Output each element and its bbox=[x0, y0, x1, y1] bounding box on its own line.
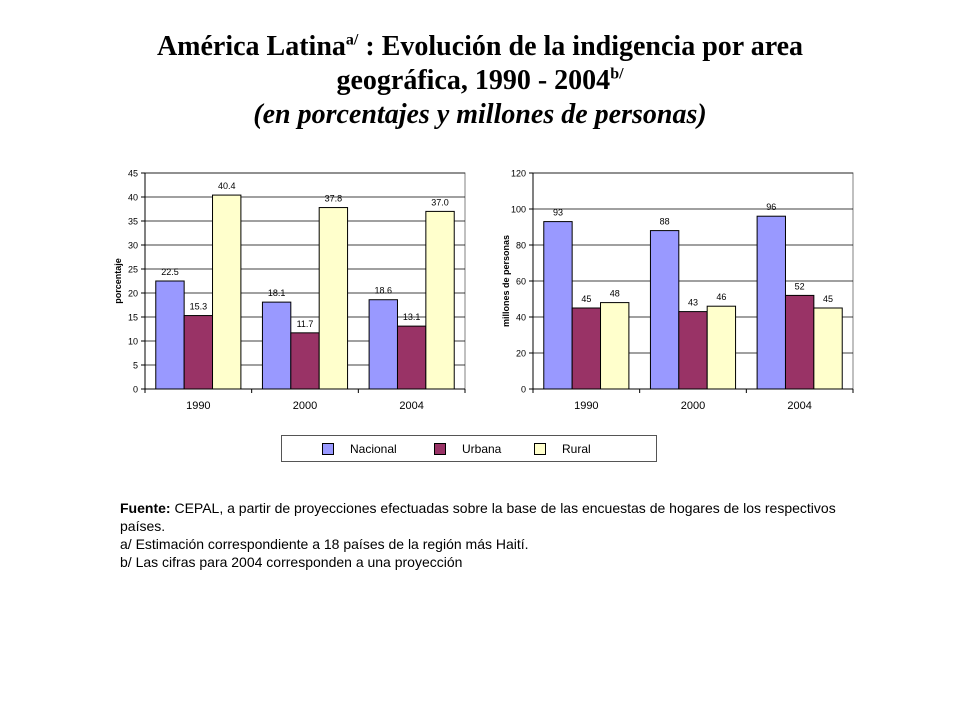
title-line-1: América Latinaa/ : Evolución de la indig… bbox=[0, 30, 960, 64]
chart1-data-label: 13.1 bbox=[403, 312, 421, 322]
legend-label-rural: Rural bbox=[562, 442, 591, 456]
chart-legend: Nacional Urbana Rural bbox=[281, 435, 657, 462]
chart1-data-label: 15.3 bbox=[190, 302, 208, 312]
chart2-data-label: 96 bbox=[766, 202, 776, 212]
footnote-b: b/ Las cifras para 2004 corresponden a u… bbox=[120, 554, 463, 570]
legend-item-nacional: Nacional bbox=[322, 442, 397, 456]
chart-millions: 0 20 40 60 80 100 120 93 45 48 1990 88 43 46 2000 96 52 4… bbox=[501, 169, 854, 412]
legend-item-rural: Rural bbox=[534, 442, 591, 456]
chart1-y-tick-label: 15 bbox=[128, 313, 138, 323]
title-text-c: geográfica, 1990 - 2004 bbox=[336, 65, 611, 96]
chart1-bar-urbana-1990 bbox=[183, 315, 214, 390]
chart2-bar-urbana-2000 bbox=[678, 311, 708, 390]
chart2-y-tick-label: 60 bbox=[516, 277, 526, 287]
chart1-y-tick-label: 20 bbox=[128, 289, 138, 299]
chart1-y-tick-label: 30 bbox=[128, 241, 138, 251]
chart1-x-tick-label: 2004 bbox=[399, 400, 423, 412]
legend-label-urbana: Urbana bbox=[462, 442, 502, 456]
chart1-data-label: 18.6 bbox=[375, 286, 393, 296]
chart2-bar-nacional-2000 bbox=[649, 230, 680, 390]
source-text: CEPAL, a partir de proyecciones efectuad… bbox=[120, 500, 836, 534]
footnotes: Fuente: CEPAL, a partir de proyecciones … bbox=[120, 499, 850, 571]
chart2-bar-rural-1990 bbox=[600, 302, 630, 390]
chart2-y-axis-label: millones de personas bbox=[501, 235, 511, 327]
chart1-bar-rural-2000 bbox=[318, 207, 349, 390]
chart1-bar-urbana-2004 bbox=[396, 325, 427, 390]
chart2-data-label: 52 bbox=[795, 281, 805, 291]
chart2-data-label: 45 bbox=[581, 294, 591, 304]
chart1-x-tick-label: 2000 bbox=[293, 400, 317, 412]
chart1-y-tick-label: 5 bbox=[133, 361, 138, 371]
chart1-y-tick-label: 10 bbox=[128, 337, 138, 347]
chart1-bar-nacional-2000 bbox=[261, 301, 292, 390]
chart2-data-label: 43 bbox=[688, 298, 698, 308]
chart2-bar-urbana-2004 bbox=[784, 294, 815, 390]
chart2-y-tick-label: 80 bbox=[516, 241, 526, 251]
chart2-x-tick-label: 2004 bbox=[787, 400, 811, 412]
title-text-a: América Latina bbox=[156, 31, 346, 62]
chart2-bar-rural-2004 bbox=[813, 307, 843, 390]
chart1-data-label: 37.0 bbox=[431, 197, 449, 207]
chart2-bar-nacional-1990 bbox=[543, 221, 573, 390]
chart1-data-label: 11.7 bbox=[297, 319, 314, 329]
chart1-y-axis-label: porcentaje bbox=[113, 258, 123, 304]
chart1-data-label: 22.5 bbox=[161, 267, 179, 277]
source-label: Fuente: bbox=[120, 500, 171, 516]
title-footnote-a: a/ bbox=[345, 31, 359, 49]
chart1-bar-nacional-2004 bbox=[368, 299, 398, 390]
legend-swatch-nacional bbox=[322, 442, 334, 455]
chart1-data-label: 18.1 bbox=[268, 288, 286, 298]
chart2-y-tick-label: 20 bbox=[516, 349, 526, 359]
title-subtitle: (en porcentajes y millones de personas) bbox=[253, 99, 707, 130]
chart1-bar-urbana-2000 bbox=[290, 332, 320, 390]
chart1-x-tick-label: 1990 bbox=[186, 400, 210, 412]
chart2-data-label: 93 bbox=[553, 208, 563, 218]
chart2-data-label: 48 bbox=[610, 289, 620, 299]
chart2-y-tick-label: 120 bbox=[511, 169, 526, 179]
legend-swatch-urbana bbox=[434, 442, 446, 455]
chart1-y-tick-label: 45 bbox=[128, 169, 138, 179]
chart-percentage: 0 5 10 15 20 25 30 35 40 45 22.5 15.3 40.4 1990 18.1 11… bbox=[113, 169, 466, 412]
footnote-a: a/ Estimación correspondiente a 18 paíse… bbox=[120, 536, 529, 552]
chart1-bar-nacional-1990 bbox=[155, 280, 185, 390]
title-text-b: : Evolución de la indigencia por area bbox=[358, 31, 804, 62]
chart1-y-tick-label: 0 bbox=[133, 385, 138, 395]
chart1-y-tick-label: 40 bbox=[128, 193, 138, 203]
chart1-y-tick-label: 35 bbox=[128, 217, 138, 227]
chart2-data-label: 45 bbox=[823, 294, 833, 304]
legend-label-nacional: Nacional bbox=[350, 442, 397, 456]
chart2-bar-urbana-1990 bbox=[571, 307, 602, 390]
chart2-data-label: 46 bbox=[716, 292, 726, 302]
chart2-y-tick-label: 100 bbox=[511, 205, 526, 215]
chart2-y-tick-label: 0 bbox=[521, 385, 526, 395]
chart1-data-label: 37.8 bbox=[325, 194, 343, 204]
chart-title: América Latinaa/ : Evolución de la indig… bbox=[0, 30, 960, 132]
chart1-data-label: 40.4 bbox=[218, 181, 236, 191]
chart2-x-tick-label: 1990 bbox=[574, 400, 598, 412]
chart1-y-tick-label: 25 bbox=[128, 265, 138, 275]
chart2-y-tick-label: 40 bbox=[516, 313, 526, 323]
chart2-x-tick-label: 2000 bbox=[681, 400, 705, 412]
chart1-bar-rural-2004 bbox=[425, 210, 455, 390]
chart2-data-label: 88 bbox=[660, 217, 670, 227]
chart2-bar-nacional-2004 bbox=[756, 215, 786, 390]
chart1-bar-rural-1990 bbox=[212, 194, 242, 390]
legend-swatch-rural bbox=[534, 442, 546, 455]
source-note: Fuente: CEPAL, a partir de proyecciones … bbox=[120, 499, 850, 535]
title-line-2: geográfica, 1990 - 2004b/ bbox=[0, 64, 960, 98]
legend-item-urbana: Urbana bbox=[434, 442, 501, 456]
title-footnote-b: b/ bbox=[610, 65, 624, 83]
chart2-bar-rural-2000 bbox=[706, 305, 737, 390]
